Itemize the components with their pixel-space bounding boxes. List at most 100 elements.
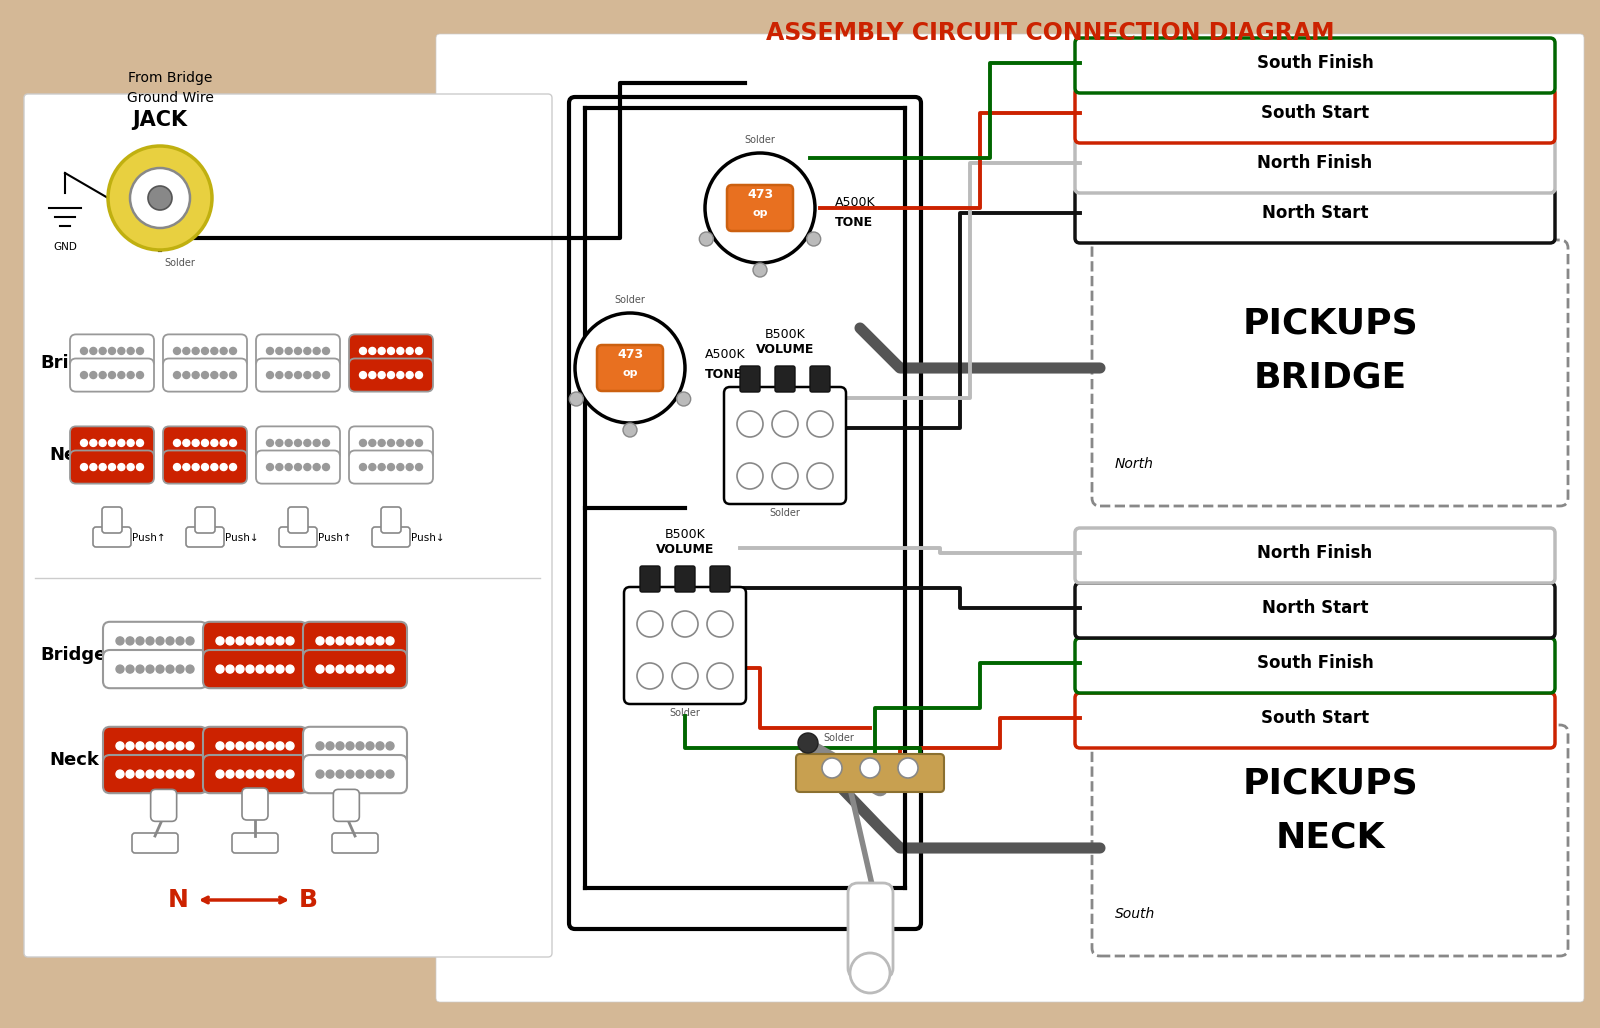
Circle shape [386,742,394,749]
FancyBboxPatch shape [163,450,246,483]
Circle shape [90,439,98,446]
Circle shape [346,637,354,645]
Circle shape [176,637,184,645]
Circle shape [192,347,198,355]
Circle shape [186,637,194,645]
Circle shape [221,464,227,471]
FancyBboxPatch shape [102,755,206,794]
Circle shape [166,742,174,749]
Circle shape [387,464,395,471]
Circle shape [861,758,880,778]
Circle shape [157,637,165,645]
Circle shape [285,439,293,446]
Circle shape [221,439,227,446]
Text: op: op [622,368,638,378]
Circle shape [336,637,344,645]
FancyBboxPatch shape [163,334,246,367]
Text: Bridge: Bridge [42,646,107,664]
Circle shape [386,665,394,673]
Circle shape [806,463,834,489]
Circle shape [136,742,144,749]
Circle shape [738,463,763,489]
FancyBboxPatch shape [810,366,830,392]
Circle shape [370,347,376,355]
Text: Neck: Neck [50,446,99,464]
Circle shape [216,742,224,749]
Circle shape [99,371,106,378]
Circle shape [323,371,330,378]
Circle shape [304,347,310,355]
Circle shape [822,758,842,778]
FancyBboxPatch shape [675,566,694,592]
Circle shape [202,464,208,471]
Circle shape [126,371,134,378]
Circle shape [216,665,224,673]
FancyBboxPatch shape [150,790,176,821]
FancyBboxPatch shape [256,359,339,392]
Text: Push↑: Push↑ [131,533,166,543]
Circle shape [216,637,224,645]
Circle shape [192,439,198,446]
Circle shape [118,371,125,378]
Circle shape [221,371,227,378]
Circle shape [707,663,733,689]
Circle shape [237,665,243,673]
FancyBboxPatch shape [371,527,410,547]
FancyBboxPatch shape [203,755,307,794]
Text: A500K: A500K [835,196,875,209]
FancyBboxPatch shape [232,833,278,853]
Circle shape [323,464,330,471]
Circle shape [130,168,190,228]
Text: BRIDGE: BRIDGE [1253,361,1406,395]
FancyBboxPatch shape [1075,138,1555,193]
FancyBboxPatch shape [333,833,378,853]
Circle shape [285,371,293,378]
Text: 473: 473 [747,188,773,201]
Circle shape [237,770,243,778]
Circle shape [397,371,403,378]
Circle shape [229,464,237,471]
Circle shape [229,347,237,355]
Circle shape [226,742,234,749]
FancyBboxPatch shape [102,727,206,765]
Circle shape [386,770,394,778]
FancyBboxPatch shape [1091,240,1568,506]
Text: B500K: B500K [664,528,706,541]
Circle shape [406,464,413,471]
Circle shape [211,439,218,446]
Circle shape [416,464,422,471]
Circle shape [267,464,274,471]
FancyBboxPatch shape [723,387,846,504]
FancyBboxPatch shape [640,566,661,592]
Circle shape [360,347,366,355]
Circle shape [370,371,376,378]
Circle shape [285,464,293,471]
Circle shape [366,770,374,778]
Circle shape [237,637,243,645]
FancyBboxPatch shape [739,366,760,392]
Circle shape [672,611,698,637]
Text: A500K: A500K [706,348,746,361]
FancyBboxPatch shape [597,345,662,391]
Circle shape [397,347,403,355]
FancyBboxPatch shape [381,507,402,533]
Circle shape [115,665,125,673]
FancyBboxPatch shape [1091,725,1568,956]
Circle shape [176,770,184,778]
Circle shape [99,347,106,355]
Circle shape [109,146,211,250]
Text: PICKUPS: PICKUPS [1242,766,1418,800]
Circle shape [109,464,115,471]
Circle shape [317,742,323,749]
Circle shape [314,464,320,471]
Text: Push↓: Push↓ [411,533,445,543]
Circle shape [806,232,821,246]
FancyBboxPatch shape [710,566,730,592]
Circle shape [115,742,125,749]
Circle shape [246,770,254,778]
Text: Solder: Solder [614,295,645,305]
FancyBboxPatch shape [624,587,746,704]
Circle shape [346,665,354,673]
Circle shape [256,637,264,645]
Circle shape [323,439,330,446]
